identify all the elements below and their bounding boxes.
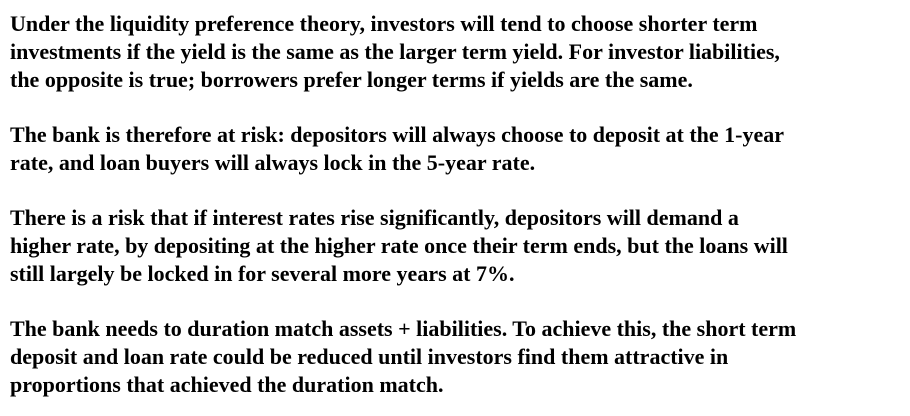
text-line: There is a risk that if interest rates r…	[10, 205, 739, 230]
text-line: investments if the yield is the same as …	[10, 39, 780, 64]
text-line: The bank is therefore at risk: depositor…	[10, 122, 785, 147]
paragraph-duration-match: The bank needs to duration match assets …	[10, 315, 905, 399]
text-line: the opposite is true; borrowers prefer l…	[10, 67, 693, 92]
paragraph-interest-rate-risk: There is a risk that if interest rates r…	[10, 204, 905, 288]
text-line: The bank needs to duration match assets …	[10, 316, 797, 341]
text-line: rate, and loan buyers will always lock i…	[10, 150, 536, 175]
text-line: proportions that achieved the duration m…	[10, 372, 444, 397]
paragraph-liquidity-preference: Under the liquidity preference theory, i…	[10, 10, 905, 94]
text-line: deposit and loan rate could be reduced u…	[10, 344, 729, 369]
text-line: still largely be locked in for several m…	[10, 261, 515, 286]
text-line: Under the liquidity preference theory, i…	[10, 11, 758, 36]
paragraph-bank-risk: The bank is therefore at risk: depositor…	[10, 121, 905, 177]
text-line: higher rate, by depositing at the higher…	[10, 233, 788, 258]
document-body: Under the liquidity preference theory, i…	[10, 10, 905, 399]
